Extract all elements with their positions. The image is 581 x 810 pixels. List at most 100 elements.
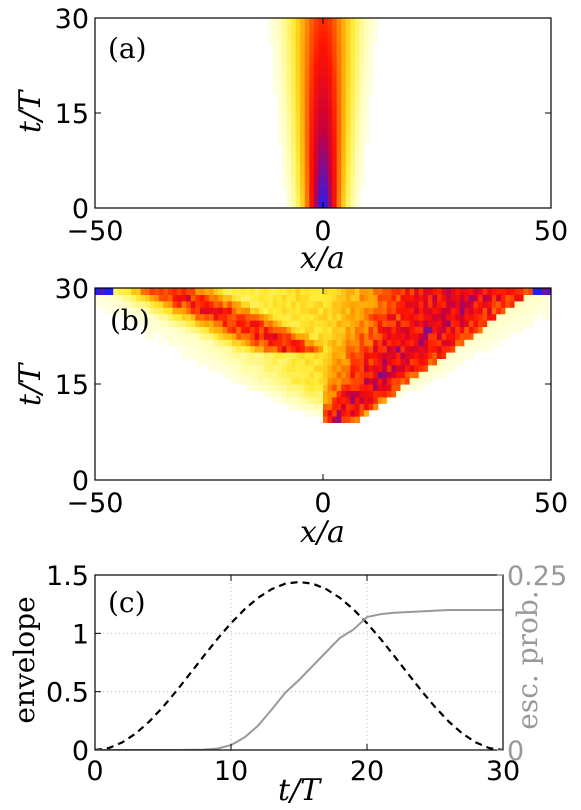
heatmap-cell xyxy=(373,300,379,308)
heatmap-cell xyxy=(364,49,370,57)
heatmap-cell xyxy=(291,100,297,108)
heatmap-cell xyxy=(354,358,361,366)
heatmap-cell xyxy=(432,326,438,334)
heatmap-cell xyxy=(336,176,342,184)
heatmap-cell xyxy=(441,300,447,308)
x-tick-label: 50 xyxy=(534,216,568,247)
heatmap-cell xyxy=(313,30,320,38)
heatmap-cell xyxy=(281,352,288,359)
heatmap-cell xyxy=(336,182,342,190)
heatmap-cell xyxy=(281,332,288,340)
heatmap-cell xyxy=(373,345,379,353)
heatmap-cell xyxy=(487,313,493,321)
heatmap-cell xyxy=(373,364,379,372)
heatmap-cell xyxy=(514,300,520,308)
heatmap-cell xyxy=(295,106,301,114)
heatmap-cell xyxy=(323,75,329,82)
heatmap-cell xyxy=(204,288,210,295)
heatmap-cell xyxy=(304,24,310,32)
heatmap-cell xyxy=(318,157,324,165)
heatmap-cell xyxy=(291,313,297,321)
heatmap-cell xyxy=(231,364,237,372)
heatmap-cell xyxy=(218,364,224,372)
heatmap-cell xyxy=(268,30,274,38)
heatmap-cell xyxy=(304,144,310,152)
heatmap-cell xyxy=(377,364,383,372)
heatmap-cell xyxy=(277,300,283,308)
heatmap-cell xyxy=(309,62,315,70)
heatmap-cell xyxy=(318,132,324,139)
heatmap-cell xyxy=(478,345,484,353)
plot-frame-c xyxy=(94,574,504,751)
heatmap-cell xyxy=(341,18,347,25)
heatmap-cell xyxy=(468,345,475,353)
heatmap-cell xyxy=(286,326,292,334)
heatmap-cell xyxy=(350,68,356,76)
heatmap-cell xyxy=(345,68,351,76)
heatmap-cell xyxy=(350,182,356,190)
heatmap-cell xyxy=(364,384,370,391)
heatmap-cell xyxy=(291,176,297,184)
heatmap-cell xyxy=(468,294,475,302)
heatmap-cell xyxy=(391,332,397,340)
heatmap-cell xyxy=(263,384,269,391)
heatmap-cell xyxy=(304,176,310,184)
heatmap-cell xyxy=(427,352,434,359)
heatmap-cell xyxy=(414,384,420,391)
heatmap-cell xyxy=(295,364,301,372)
heatmap-cell xyxy=(405,377,411,385)
heatmap-cell xyxy=(167,320,174,327)
heatmap-cell xyxy=(400,332,406,340)
heatmap-cell xyxy=(199,320,206,327)
heatmap-cell xyxy=(286,294,292,302)
heatmap-cell xyxy=(323,339,329,347)
heatmap-cell xyxy=(291,30,297,38)
heatmap-cell xyxy=(382,396,388,404)
heatmap-cell xyxy=(455,300,461,308)
heatmap-cell xyxy=(354,201,361,208)
heatmap-cell xyxy=(313,182,320,190)
heatmap-cell xyxy=(437,300,443,308)
heatmap-cell xyxy=(277,24,283,32)
heatmap-cell xyxy=(313,371,320,379)
heatmap-cell xyxy=(332,62,338,70)
heatmap-cell xyxy=(523,313,529,321)
heatmap-cell xyxy=(268,339,274,347)
heatmap-cell xyxy=(122,300,128,308)
heatmap-cell xyxy=(432,358,438,366)
heatmap-cell xyxy=(332,345,338,353)
heatmap-cell xyxy=(405,384,411,391)
heatmap-cell xyxy=(395,384,402,391)
heatmap-cell xyxy=(409,313,415,321)
heatmap-cell xyxy=(368,37,374,44)
heatmap-cell xyxy=(323,125,329,133)
heatmap-cell xyxy=(281,163,288,171)
heatmap-cell xyxy=(186,307,192,315)
heatmap-cell xyxy=(327,345,333,353)
heatmap-cell xyxy=(377,326,383,334)
heatmap-cell xyxy=(291,113,297,120)
heatmap-cell xyxy=(336,18,342,25)
heatmap-cell xyxy=(126,313,133,321)
heatmap-cell xyxy=(327,81,333,89)
heatmap-cell xyxy=(199,358,206,366)
heatmap-cell xyxy=(496,326,502,334)
heatmap-cell xyxy=(300,87,306,95)
heatmap-cell xyxy=(332,68,338,76)
heatmap-cell xyxy=(286,358,292,366)
heatmap-cell xyxy=(473,345,479,353)
heatmap-cell xyxy=(359,307,365,315)
heatmap-cell xyxy=(423,313,429,321)
xlabel-a: x/a xyxy=(300,241,345,276)
heatmap-cell xyxy=(154,320,160,327)
heatmap-cell xyxy=(368,345,374,353)
heatmap-cell xyxy=(409,288,415,295)
heatmap-cell xyxy=(459,313,465,321)
heatmap-cell xyxy=(313,119,320,127)
heatmap-cell xyxy=(427,326,434,334)
heatmap-cell xyxy=(478,288,484,295)
heatmap-cell xyxy=(313,364,320,372)
heatmap-cell xyxy=(281,144,288,152)
